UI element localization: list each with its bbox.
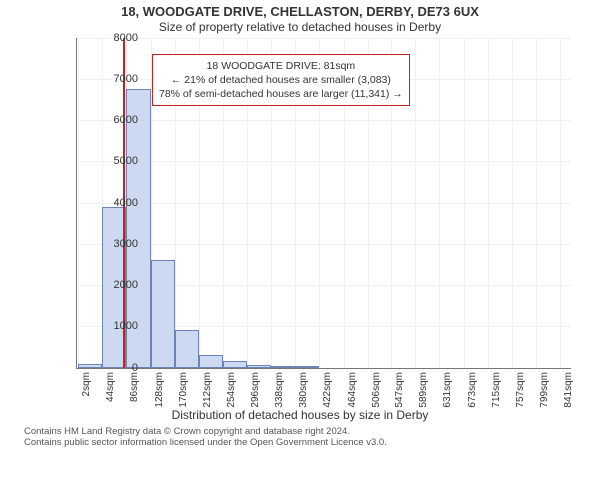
gridline-v bbox=[488, 38, 489, 368]
xtick-label: 2sqm bbox=[81, 372, 92, 396]
xtick-label: 464sqm bbox=[347, 372, 358, 408]
chart-root: 18, WOODGATE DRIVE, CHELLASTON, DERBY, D… bbox=[0, 0, 600, 500]
plot-area: Number of detached properties 18 WOODGAT… bbox=[20, 36, 580, 406]
gridline-v bbox=[464, 38, 465, 368]
footer-attribution: Contains HM Land Registry data © Crown c… bbox=[24, 426, 576, 450]
plot-surface: 18 WOODGATE DRIVE: 81sqm← 21% of detache… bbox=[76, 38, 571, 369]
annotation-line: 78% of semi-detached houses are larger (… bbox=[159, 87, 403, 101]
footer-line2: Contains public sector information licen… bbox=[24, 437, 576, 449]
gridline-v bbox=[536, 38, 537, 368]
ytick-label: 1000 bbox=[88, 320, 138, 332]
annotation-line: ← 21% of detached houses are smaller (3,… bbox=[159, 73, 403, 87]
x-axis-label: Distribution of detached houses by size … bbox=[0, 408, 600, 422]
ytick-label: 5000 bbox=[88, 155, 138, 167]
xtick-label: 338sqm bbox=[274, 372, 285, 408]
ytick-label: 4000 bbox=[88, 197, 138, 209]
xtick-label: 757sqm bbox=[515, 372, 526, 408]
annotation-line: 18 WOODGATE DRIVE: 81sqm bbox=[159, 59, 403, 73]
gridline-v bbox=[78, 38, 79, 368]
ytick-label: 7000 bbox=[88, 73, 138, 85]
gridline-v bbox=[439, 38, 440, 368]
gridline-v bbox=[560, 38, 561, 368]
xtick-label: 380sqm bbox=[298, 372, 309, 408]
histogram-bar bbox=[247, 365, 271, 367]
xtick-label: 547sqm bbox=[394, 372, 405, 408]
histogram-bar bbox=[295, 366, 319, 368]
gridline-v bbox=[415, 38, 416, 368]
footer-line1: Contains HM Land Registry data © Crown c… bbox=[24, 426, 576, 438]
xtick-label: 841sqm bbox=[563, 372, 574, 408]
ytick-label: 2000 bbox=[88, 279, 138, 291]
xtick-label: 631sqm bbox=[442, 372, 453, 408]
xtick-label: 715sqm bbox=[491, 372, 502, 408]
chart-title: 18, WOODGATE DRIVE, CHELLASTON, DERBY, D… bbox=[0, 0, 600, 20]
histogram-bar bbox=[199, 355, 223, 367]
xtick-label: 296sqm bbox=[250, 372, 261, 408]
xtick-label: 44sqm bbox=[105, 372, 116, 402]
gridline-v bbox=[512, 38, 513, 368]
xtick-label: 128sqm bbox=[154, 372, 165, 408]
ytick-label: 6000 bbox=[88, 114, 138, 126]
annotation-box: 18 WOODGATE DRIVE: 81sqm← 21% of detache… bbox=[152, 54, 410, 107]
histogram-bar bbox=[175, 330, 199, 367]
xtick-label: 212sqm bbox=[202, 372, 213, 408]
xtick-label: 506sqm bbox=[371, 372, 382, 408]
histogram-bar bbox=[151, 260, 175, 367]
xtick-label: 422sqm bbox=[322, 372, 333, 408]
ytick-label: 8000 bbox=[88, 32, 138, 44]
histogram-bar bbox=[223, 361, 247, 367]
ytick-label: 3000 bbox=[88, 238, 138, 250]
xtick-label: 86sqm bbox=[129, 372, 140, 402]
xtick-label: 589sqm bbox=[418, 372, 429, 408]
xtick-label: 799sqm bbox=[539, 372, 550, 408]
xtick-label: 673sqm bbox=[467, 372, 478, 408]
histogram-bar bbox=[271, 366, 295, 368]
xtick-label: 254sqm bbox=[226, 372, 237, 408]
xtick-label: 170sqm bbox=[178, 372, 189, 408]
